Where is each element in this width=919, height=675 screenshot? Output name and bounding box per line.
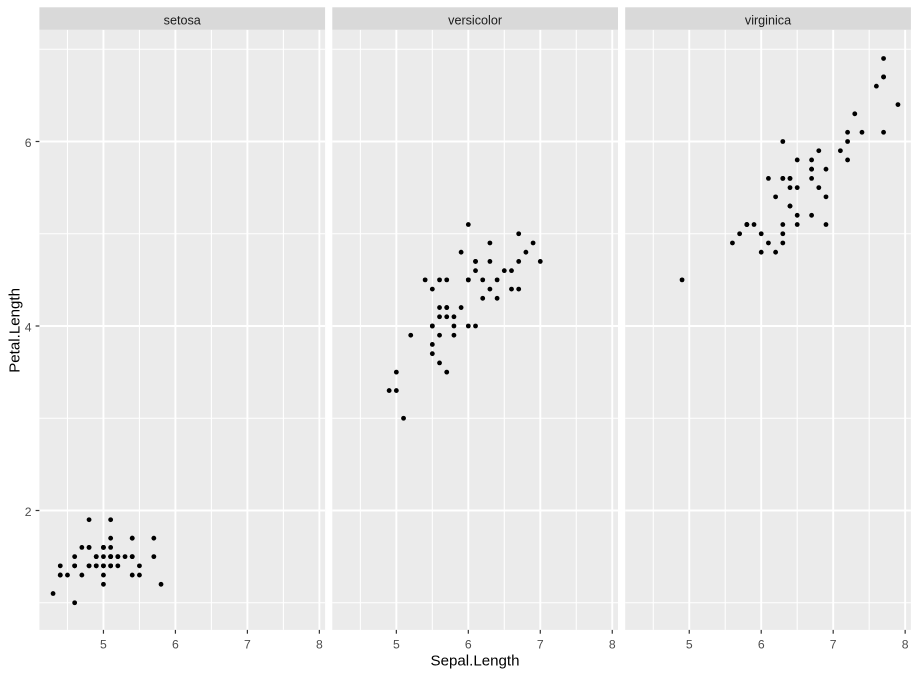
svg-text:5: 5 bbox=[686, 637, 693, 651]
svg-text:8: 8 bbox=[316, 637, 323, 651]
svg-text:2: 2 bbox=[25, 505, 32, 519]
svg-text:7: 7 bbox=[537, 637, 544, 651]
svg-text:5: 5 bbox=[100, 637, 107, 651]
svg-text:Sepal.Length: Sepal.Length bbox=[431, 653, 520, 670]
svg-text:7: 7 bbox=[830, 637, 837, 651]
svg-text:7: 7 bbox=[244, 637, 251, 651]
svg-text:versicolor: versicolor bbox=[448, 14, 502, 28]
svg-text:8: 8 bbox=[609, 637, 616, 651]
svg-text:6: 6 bbox=[758, 637, 765, 651]
svg-text:6: 6 bbox=[172, 637, 179, 651]
svg-text:5: 5 bbox=[393, 637, 400, 651]
svg-text:Petal.Length: Petal.Length bbox=[7, 288, 24, 373]
svg-text:6: 6 bbox=[465, 637, 472, 651]
svg-text:6: 6 bbox=[25, 136, 32, 150]
svg-text:8: 8 bbox=[902, 637, 909, 651]
svg-text:4: 4 bbox=[25, 320, 32, 334]
svg-text:setosa: setosa bbox=[164, 14, 201, 28]
svg-text:virginica: virginica bbox=[745, 14, 791, 28]
